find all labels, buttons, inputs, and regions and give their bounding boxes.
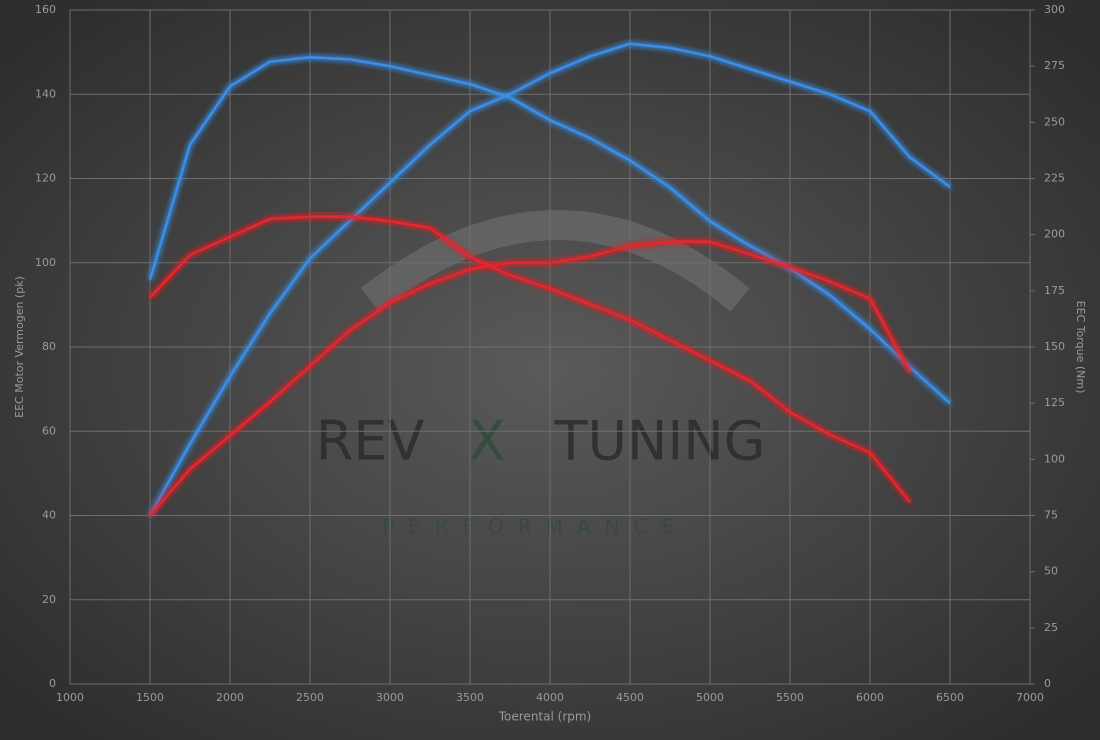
x-tick-label: 3000 bbox=[376, 691, 404, 704]
y2-tick-label: 25 bbox=[1044, 621, 1058, 634]
x-tick-label: 6000 bbox=[856, 691, 884, 704]
y2-tick-label: 50 bbox=[1044, 565, 1058, 578]
line bbox=[149, 240, 912, 517]
watermark: TUNING bbox=[553, 410, 765, 473]
y-tick-label: 20 bbox=[42, 593, 56, 606]
watermark: X bbox=[469, 410, 506, 473]
y-tick-label: 100 bbox=[35, 256, 56, 269]
y2-tick-label: 225 bbox=[1044, 172, 1065, 185]
line bbox=[149, 215, 911, 503]
y2-tick-label: 75 bbox=[1044, 509, 1058, 522]
x-tick-label: 1000 bbox=[56, 691, 84, 704]
y2-tick-label: 250 bbox=[1044, 115, 1065, 128]
y-axis-label: EEC Motor Vermogen (pk) bbox=[13, 276, 26, 418]
line bbox=[148, 55, 951, 405]
line bbox=[148, 42, 951, 517]
watermark: REV bbox=[316, 410, 425, 473]
y2-tick-label: 0 bbox=[1044, 677, 1051, 690]
y-tick-label: 0 bbox=[49, 677, 56, 690]
x-tick-label: 7000 bbox=[1016, 691, 1044, 704]
y-tick-label: 140 bbox=[35, 87, 56, 100]
x-axis-label: Toerental (rpm) bbox=[498, 710, 591, 724]
y-tick-label: 80 bbox=[42, 340, 56, 353]
y-tick-label: 60 bbox=[42, 424, 56, 437]
y2-tick-label: 125 bbox=[1044, 396, 1065, 409]
y2-axis-label: EEC Torque (Nm) bbox=[1074, 301, 1087, 394]
y2-tick-label: 200 bbox=[1044, 228, 1065, 241]
x-tick-label: 5500 bbox=[776, 691, 804, 704]
watermark: PERFORMANCE bbox=[382, 515, 688, 539]
x-tick-label: 2000 bbox=[216, 691, 244, 704]
x-tick-label: 3500 bbox=[456, 691, 484, 704]
y2-tick-label: 150 bbox=[1044, 340, 1065, 353]
y-tick-label: 160 bbox=[35, 3, 56, 16]
y2-tick-label: 275 bbox=[1044, 59, 1065, 72]
x-tick-label: 1500 bbox=[136, 691, 164, 704]
x-tick-label: 5000 bbox=[696, 691, 724, 704]
y2-tick-label: 175 bbox=[1044, 284, 1065, 297]
x-tick-label: 6500 bbox=[936, 691, 964, 704]
x-tick-label: 2500 bbox=[296, 691, 324, 704]
x-tick-label: 4500 bbox=[616, 691, 644, 704]
logo-arc bbox=[360, 210, 750, 312]
x-tick-label: 4000 bbox=[536, 691, 564, 704]
y-tick-label: 120 bbox=[35, 172, 56, 185]
y2-tick-label: 100 bbox=[1044, 452, 1065, 465]
y-tick-label: 40 bbox=[42, 509, 56, 522]
y2-tick-label: 300 bbox=[1044, 3, 1065, 16]
